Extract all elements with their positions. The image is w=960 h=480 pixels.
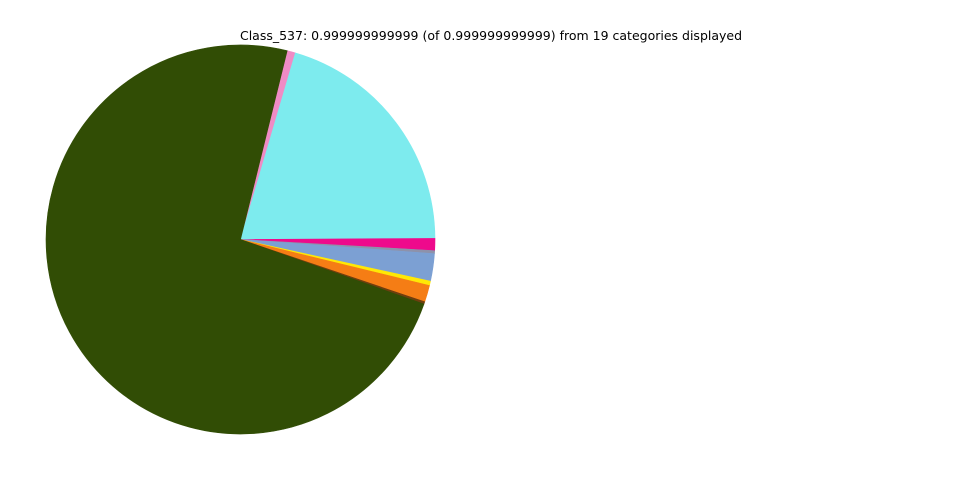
chart-title: Class_537: 0.999999999999 (of 0.99999999… xyxy=(239,28,743,43)
pie-slice-dark-olive xyxy=(45,44,425,435)
pie-slice-cyan xyxy=(240,52,436,240)
